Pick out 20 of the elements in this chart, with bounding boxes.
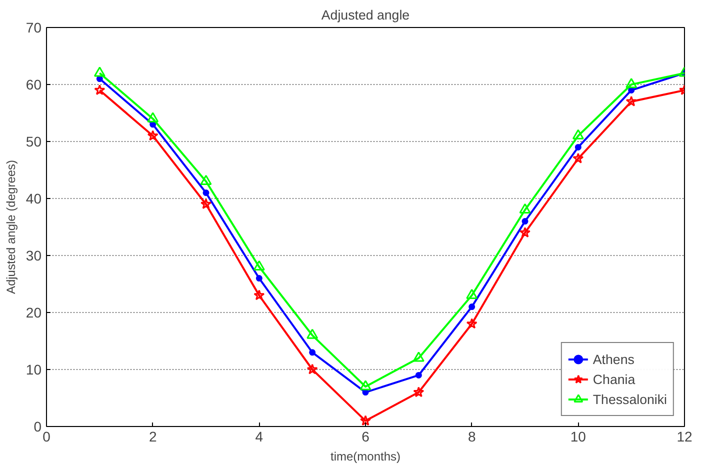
legend-label: Thessaloniki [592, 392, 667, 406]
y-tick-label: 40 [26, 190, 42, 206]
x-axis-title: time(months) [330, 450, 401, 464]
x-tick-label: 2 [148, 428, 157, 444]
legend-label: Chania [592, 372, 636, 386]
y-tick-label: 0 [34, 418, 42, 434]
y-tick-label: 70 [26, 20, 42, 36]
chart-title: Adjusted angle [321, 8, 410, 22]
x-tick-label: 6 [362, 428, 370, 444]
y-axis-title: Adjusted angle (degrees) [4, 160, 18, 294]
y-tick-label: 10 [26, 362, 42, 378]
x-tick-label: 10 [570, 428, 586, 444]
x-tick-label: 4 [255, 428, 264, 444]
y-tick-label: 50 [26, 134, 42, 150]
x-tick-label: 12 [676, 428, 692, 444]
x-tick-label: 8 [468, 428, 476, 444]
y-tick-label: 30 [26, 248, 42, 264]
legend-label: Athens [592, 352, 634, 366]
y-tick-label: 20 [26, 304, 42, 320]
y-tick-label: 60 [26, 76, 42, 92]
